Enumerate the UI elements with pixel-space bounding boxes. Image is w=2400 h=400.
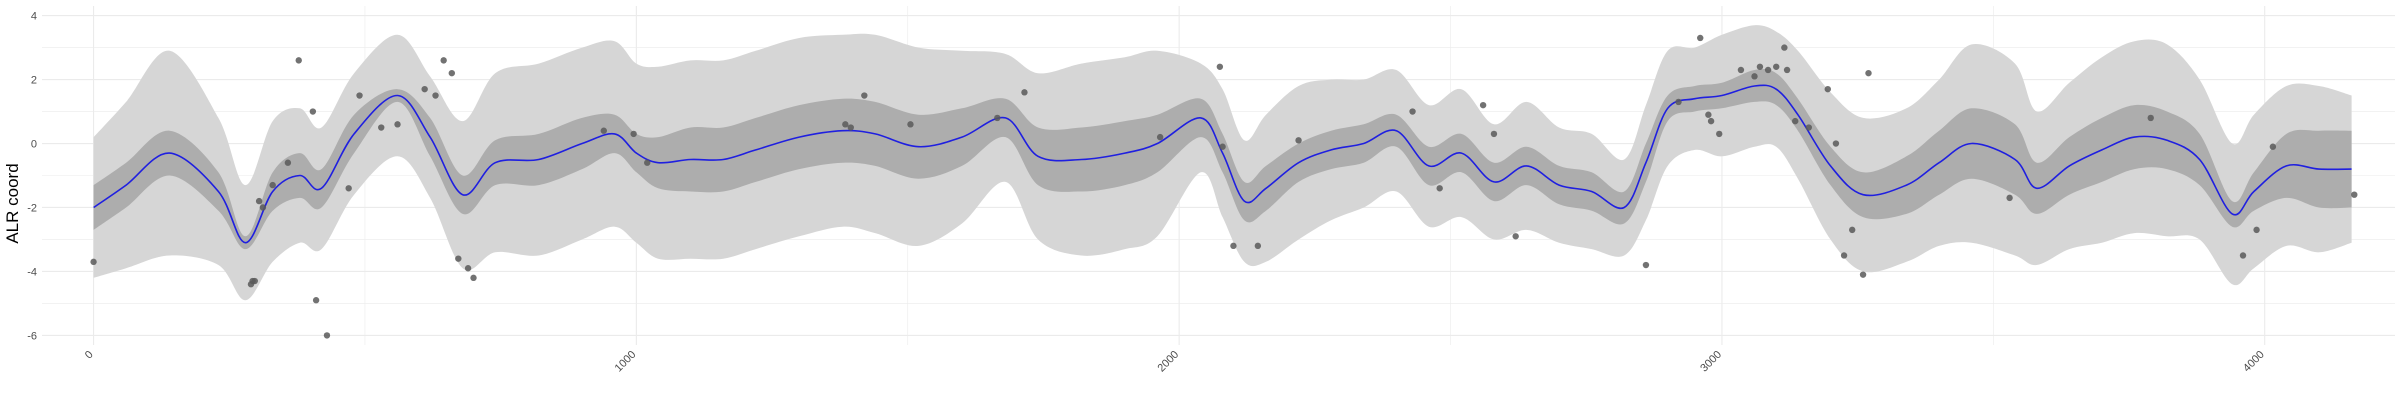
- data-point: [1409, 108, 1416, 115]
- data-point: [345, 185, 352, 192]
- data-point: [2351, 191, 2358, 198]
- data-point: [907, 121, 914, 128]
- data-point: [295, 57, 302, 64]
- data-point: [251, 277, 258, 285]
- data-point: [994, 114, 1001, 122]
- data-point: [255, 197, 263, 205]
- mean-line-layer: [93, 84, 2352, 244]
- data-point: [1849, 226, 1856, 234]
- data-point: [1642, 261, 1650, 269]
- data-point: [1254, 242, 1262, 250]
- mean-line: [93, 84, 2352, 244]
- data-point: [1840, 252, 1848, 259]
- data-point: [1707, 117, 1715, 125]
- x-tick-label: 2000: [1155, 349, 1181, 375]
- y-tick-label: 0: [31, 139, 37, 151]
- observation-points: [90, 34, 2358, 339]
- data-point: [2253, 226, 2260, 234]
- data-point: [644, 159, 651, 166]
- data-point: [600, 127, 607, 134]
- data-point: [284, 159, 292, 166]
- data-point: [1783, 66, 1791, 74]
- data-point: [448, 69, 456, 77]
- data-point: [432, 92, 439, 99]
- confidence-bands: [93, 25, 2352, 301]
- data-point: [455, 255, 462, 262]
- data-point: [1156, 133, 1164, 141]
- data-point: [2147, 114, 2154, 122]
- data-point: [259, 204, 267, 211]
- data-point: [440, 57, 447, 64]
- data-point: [1737, 66, 1745, 74]
- data-point: [464, 265, 472, 272]
- data-point: [1230, 242, 1237, 250]
- x-tick-label: 0: [83, 349, 96, 362]
- data-point: [1716, 130, 1723, 138]
- data-point: [1865, 69, 1872, 77]
- data-point: [2269, 143, 2277, 150]
- data-point: [1675, 98, 1682, 106]
- y-axis-title: ALR coord: [3, 163, 22, 243]
- data-point: [323, 332, 331, 339]
- data-point: [1512, 233, 1519, 240]
- y-tick-label: -6: [27, 330, 37, 342]
- data-point: [1756, 63, 1764, 70]
- data-point: [421, 85, 428, 93]
- x-tick-label: 4000: [2241, 349, 2267, 375]
- x-tick-label: 1000: [613, 349, 639, 375]
- data-point: [269, 181, 276, 189]
- data-point: [1216, 63, 1224, 70]
- data-point: [1824, 85, 1831, 93]
- data-point: [356, 92, 363, 99]
- data-point: [1219, 143, 1226, 150]
- data-point: [309, 108, 317, 115]
- y-tick-label: 2: [31, 75, 37, 87]
- data-point: [1832, 140, 1840, 147]
- data-point: [1859, 271, 1867, 278]
- data-point: [470, 274, 477, 282]
- data-point: [2239, 252, 2247, 259]
- data-point: [630, 130, 637, 138]
- y-tick-label: 4: [31, 11, 37, 23]
- data-point: [2006, 194, 2013, 202]
- data-point: [312, 297, 320, 304]
- data-point: [90, 258, 97, 266]
- data-point: [1751, 73, 1758, 80]
- data-point: [1781, 44, 1788, 51]
- data-point: [1490, 130, 1498, 138]
- data-point: [1021, 89, 1028, 96]
- data-point: [1805, 124, 1812, 131]
- x-tick-label: 3000: [1698, 349, 1724, 375]
- data-point: [378, 124, 385, 131]
- y-tick-label: -2: [27, 202, 37, 214]
- data-point: [842, 121, 849, 128]
- data-point: [1436, 185, 1443, 192]
- data-point: [847, 124, 854, 131]
- data-point: [1697, 34, 1704, 42]
- inner-interval-band: [93, 69, 2352, 250]
- data-point: [1479, 101, 1487, 109]
- data-point: [1764, 66, 1772, 74]
- data-point: [1792, 117, 1799, 125]
- y-tick-label: -4: [27, 266, 37, 278]
- data-point: [861, 92, 868, 99]
- data-point: [1295, 137, 1302, 144]
- data-point: [1773, 63, 1780, 70]
- data-point: [394, 121, 401, 128]
- data-point: [1705, 111, 1712, 118]
